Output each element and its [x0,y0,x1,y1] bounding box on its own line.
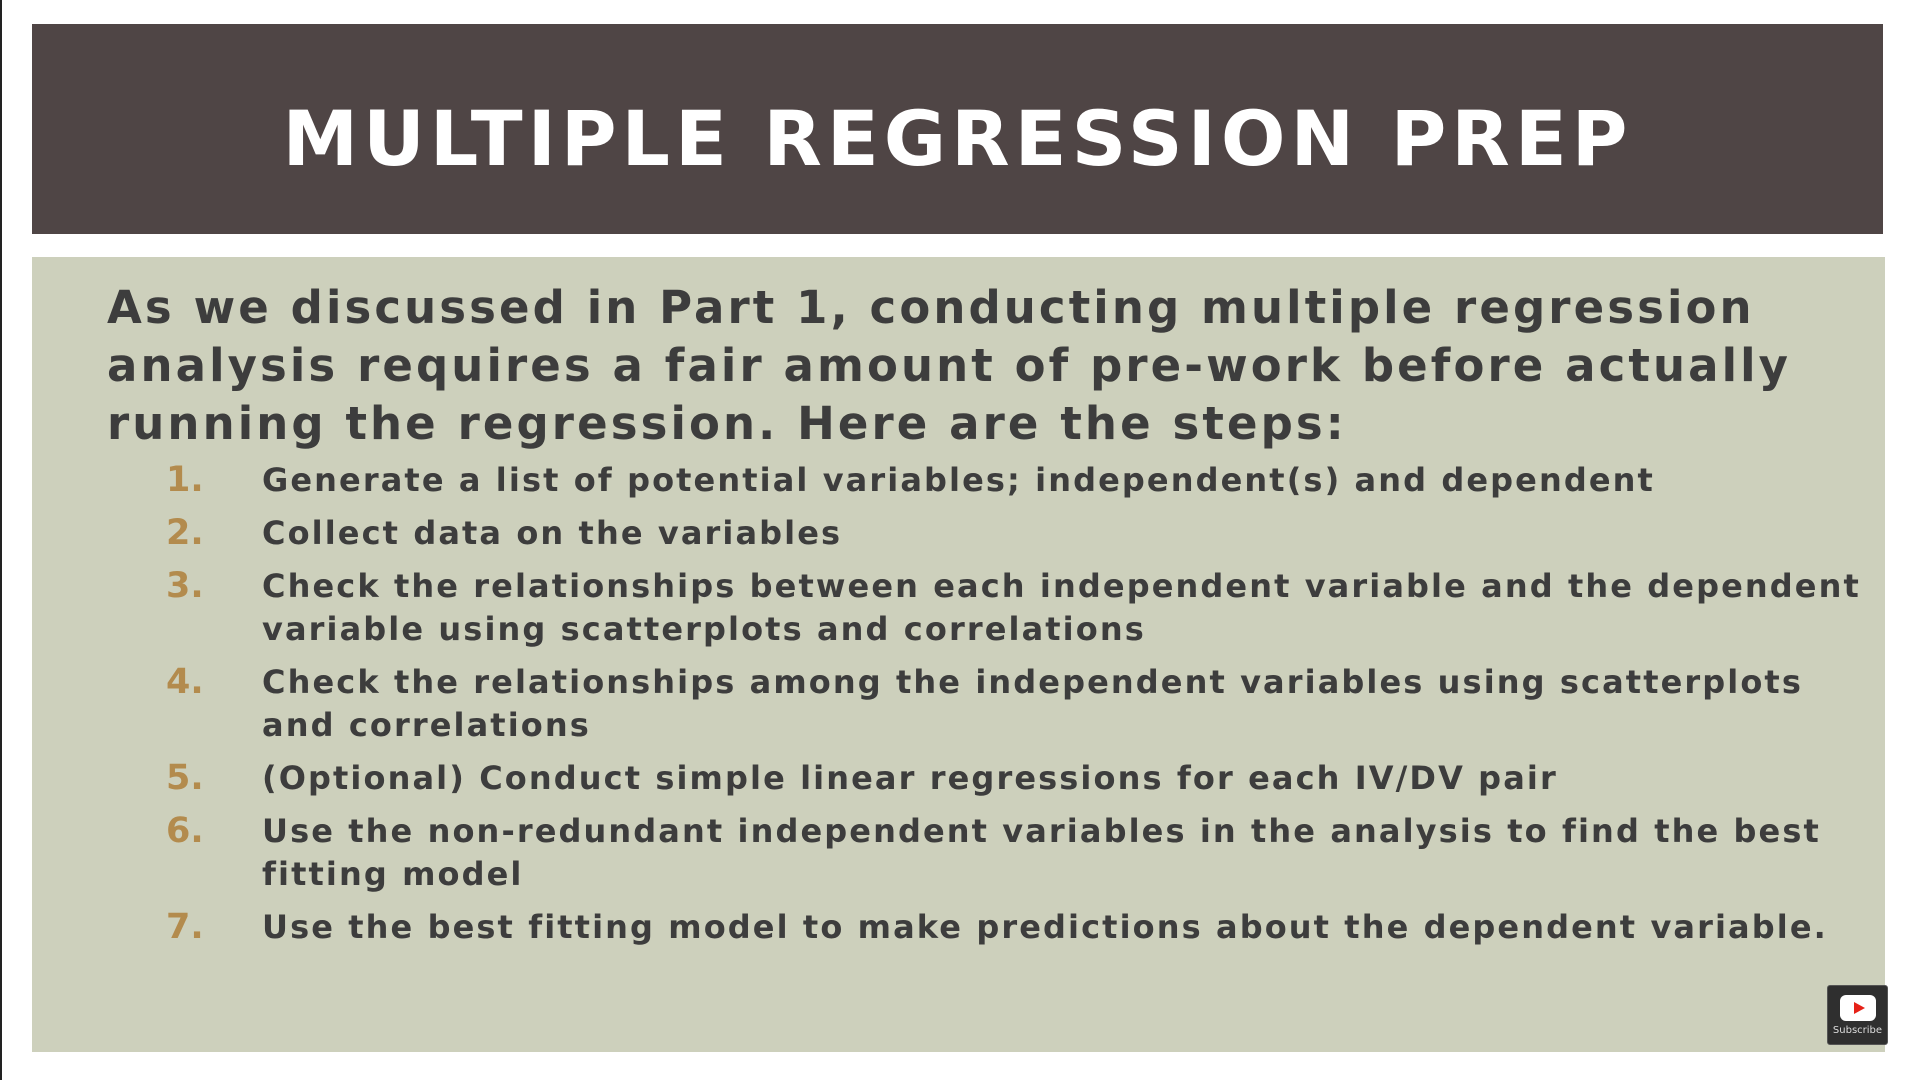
list-item: 5. (Optional) Conduct simple linear regr… [32,757,1885,800]
step-text: (Optional) Conduct simple linear regress… [262,759,1558,797]
content-panel: As we discussed in Part 1, conducting mu… [32,257,1885,1052]
step-text: Generate a list of potential variables; … [262,461,1655,499]
subscribe-button[interactable]: Subscribe [1827,985,1888,1045]
list-item: 7. Use the best fitting model to make pr… [32,906,1885,949]
page-edge [0,0,2,1080]
step-number: 3. [166,566,204,606]
step-text: Check the relationships among the indepe… [262,663,1803,744]
slide-title: MULTIPLE REGRESSION PREP [282,93,1633,183]
list-item: 3. Check the relationships between each … [32,565,1885,651]
step-number: 2. [166,513,204,553]
list-item: 1. Generate a list of potential variable… [32,459,1885,502]
step-text: Use the best fitting model to make predi… [262,908,1828,946]
step-number: 6. [166,811,204,851]
youtube-play-icon [1839,994,1876,1021]
step-number: 1. [166,460,204,500]
list-item: 2. Collect data on the variables [32,512,1885,555]
step-text: Use the non-redundant independent variab… [262,812,1821,893]
subscribe-label: Subscribe [1832,1024,1883,1036]
title-bar: MULTIPLE REGRESSION PREP [32,24,1883,234]
step-number: 5. [166,758,204,798]
list-item: 4. Check the relationships among the ind… [32,661,1885,747]
step-number: 4. [166,662,204,702]
steps-list: 1. Generate a list of potential variable… [32,459,1885,959]
intro-paragraph: As we discussed in Part 1, conducting mu… [107,281,1792,450]
step-text: Collect data on the variables [262,514,843,552]
list-item: 6. Use the non-redundant independent var… [32,810,1885,896]
step-text: Check the relationships between each ind… [262,567,1861,648]
step-number: 7. [166,907,204,947]
